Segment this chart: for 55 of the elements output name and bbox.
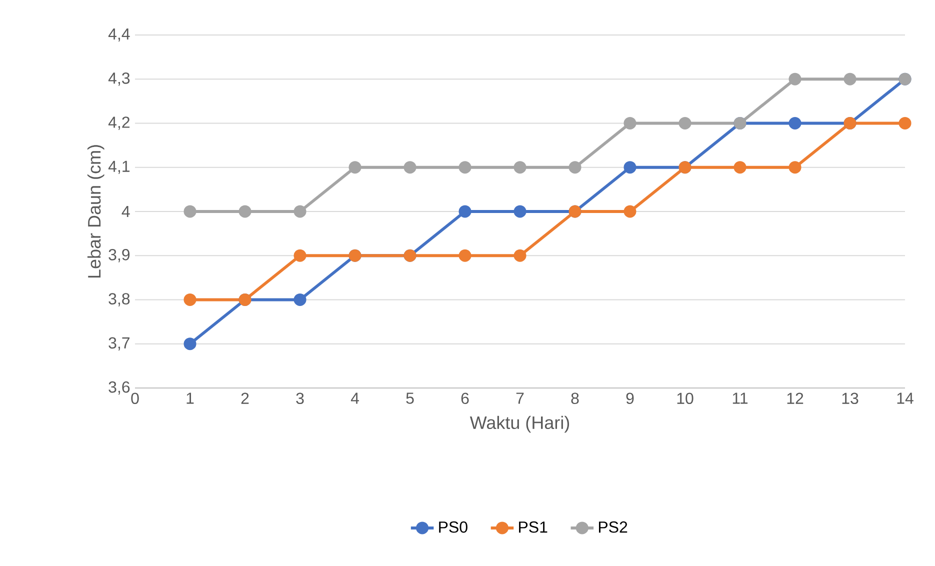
y-axis-title: Lebar Daun (cm) [87,145,104,278]
point [348,161,362,174]
point [624,205,636,218]
x-tick-label: 4 [350,392,359,404]
y-tick-label: 4,2 [108,116,130,130]
point [624,116,636,130]
x-tick-label: 1 [186,392,194,404]
y-tick-label: 4 [122,206,130,217]
x-tick-label: 11 [732,392,748,404]
y-tick-label: 3,8 [108,293,130,306]
point [788,72,802,86]
point [294,205,306,218]
x-tick-label: 5 [406,392,414,404]
x-tick-label: 2 [241,392,249,404]
x-tick-label: 12 [787,392,804,404]
x-axis-title: Waktu (Hari) [470,416,570,433]
point [788,116,802,130]
y-tick-label: 3,9 [108,249,130,262]
point [844,72,856,86]
legend-label: PS1 [519,521,548,533]
x-tick-label: 13 [842,392,858,404]
point [514,205,526,218]
point [184,205,196,218]
x-tick-label: 9 [626,392,634,404]
point [458,249,472,262]
point [238,205,252,218]
x-tick-label: 7 [516,392,524,404]
point [404,161,416,174]
y-tick-label: 3,7 [108,337,130,350]
x-tick-label: 6 [461,392,469,404]
x-tick-label: 14 [897,392,914,404]
point [678,116,692,130]
legend-label: PS0 [439,521,468,533]
point [458,205,472,218]
point [184,338,196,350]
y-tick-label: 4,4 [108,28,130,42]
point [898,116,912,130]
point [514,161,526,174]
y-tick-label: 4,1 [108,160,130,174]
point [294,293,306,306]
point [734,161,746,174]
point [788,161,802,174]
point [294,249,306,262]
point [624,161,636,174]
point [184,293,196,306]
legend-label: PS2 [598,521,628,533]
point [568,161,582,174]
point [458,161,472,174]
y-tick-label: 4,3 [108,72,130,86]
y-tick-label: 3,6 [108,381,130,395]
x-tick-label: 8 [571,392,579,404]
x-tick-label: 3 [296,392,304,404]
point [514,249,526,262]
x-tick-label: 0 [131,392,139,404]
x-tick-label: 10 [677,392,694,404]
